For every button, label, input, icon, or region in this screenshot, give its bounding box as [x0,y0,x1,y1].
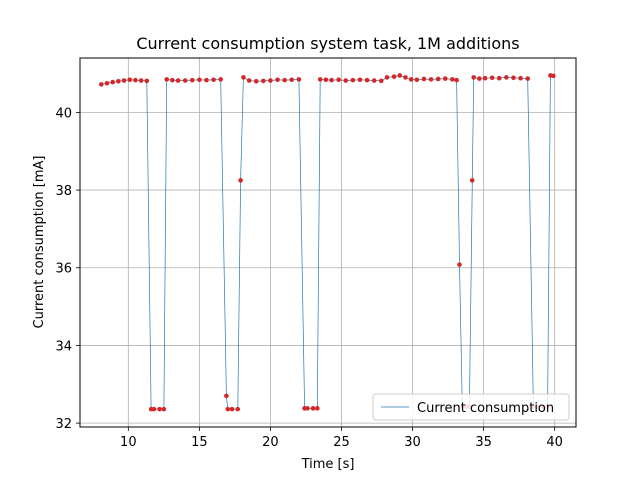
data-point [471,75,476,80]
data-point [204,77,209,83]
y-tick-label: 32 [55,417,72,432]
data-point [384,75,390,80]
data-point [104,80,110,86]
chart-title: Current consumption system task, 1M addi… [136,34,519,53]
data-point [421,76,427,82]
data-point [450,77,455,82]
legend-entry-current-consumption: Current consumption [417,401,554,416]
data-point [164,77,169,82]
data-point [211,77,216,83]
data-point [317,77,323,82]
y-tick-label: 38 [55,184,72,199]
data-point [246,78,252,83]
data-point [225,406,231,412]
data-point [343,78,349,83]
data-point [350,77,356,83]
data-point [121,78,127,83]
x-tick-label: 40 [546,435,563,450]
y-tick-label: 40 [55,106,72,121]
data-point [469,178,475,183]
data-point [189,77,195,83]
data-point [238,178,243,183]
x-tick-label: 15 [191,435,208,450]
data-point [282,77,287,83]
y-axis: 32 34 36 38 40 [55,106,80,432]
data-point [175,78,181,83]
data-point [305,406,310,411]
data-point [197,77,202,83]
x-tick-label: 20 [262,435,279,450]
data-point [457,262,462,267]
y-axis-label: Current consumption [mA] [32,156,47,329]
data-point [496,75,502,81]
data-point [364,77,370,83]
data-point [435,76,441,82]
legend: Current consumption [372,393,570,421]
data-point [127,77,133,83]
data-point [518,75,523,81]
data-point [414,77,420,83]
data-point [329,77,334,83]
data-point [504,75,509,80]
data-point [357,77,363,83]
data-point [289,77,295,83]
data-point [296,77,302,82]
data-point [310,406,316,411]
series-line [101,75,554,410]
data-point [144,78,150,84]
plot-frame [79,57,577,428]
data-point [315,406,320,411]
data-point [110,79,115,85]
data-point [397,73,403,78]
data-point [482,75,488,81]
data-point [261,78,266,84]
data-point [489,75,495,81]
legend-box [372,393,570,421]
data-point [157,406,162,412]
data-point [442,76,448,81]
data-point [151,406,157,412]
x-axis: 10 15 20 25 30 35 40 [120,427,563,450]
data-point [161,406,167,412]
x-tick-label: 30 [404,435,421,450]
data-point [336,77,341,83]
data-point [241,75,246,80]
y-tick-label: 34 [55,339,72,354]
data-point [224,393,229,399]
data-point [182,78,188,83]
data-point [133,77,138,83]
x-axis-label: Time [s] [301,457,355,472]
x-tick-label: 35 [475,435,492,450]
data-point [391,74,397,79]
grid-lines [80,58,576,427]
data-point [253,79,259,84]
data-point [170,77,175,83]
data-point [235,406,241,412]
data-point [138,78,144,83]
x-tick-label: 25 [333,435,350,450]
data-point [378,78,384,84]
data-point [229,406,235,412]
data-point [511,75,516,81]
data-point [371,78,377,83]
data-point [477,76,482,81]
data-point [323,77,329,83]
data-point [99,82,104,87]
data-point [525,76,530,81]
data-point [408,77,414,82]
data-point [454,77,459,83]
data-point [116,79,121,84]
data-point [428,77,434,82]
y-tick-label: 36 [55,262,72,277]
data-point [218,77,223,82]
data-point [275,77,280,83]
x-tick-label: 10 [120,435,137,450]
data-point [268,78,273,83]
data-point [550,73,556,79]
data-point [403,75,408,80]
